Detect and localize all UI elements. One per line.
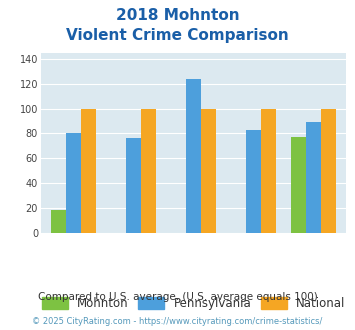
Bar — [291, 137, 306, 233]
Bar — [81, 109, 96, 233]
Bar — [246, 130, 261, 233]
Text: 2018 Mohnton: 2018 Mohnton — [116, 8, 239, 23]
Text: Violent Crime Comparison: Violent Crime Comparison — [66, 28, 289, 43]
Bar — [306, 122, 321, 233]
Legend: Mohnton, Pennsylvania, National: Mohnton, Pennsylvania, National — [37, 292, 350, 315]
Bar — [51, 210, 66, 233]
Bar — [321, 109, 335, 233]
Bar — [126, 138, 141, 233]
Bar — [261, 109, 276, 233]
Bar — [66, 133, 81, 233]
Bar — [141, 109, 156, 233]
Text: © 2025 CityRating.com - https://www.cityrating.com/crime-statistics/: © 2025 CityRating.com - https://www.city… — [32, 317, 323, 326]
Text: Compared to U.S. average. (U.S. average equals 100): Compared to U.S. average. (U.S. average … — [38, 292, 317, 302]
Bar — [201, 109, 216, 233]
Bar — [186, 79, 201, 233]
